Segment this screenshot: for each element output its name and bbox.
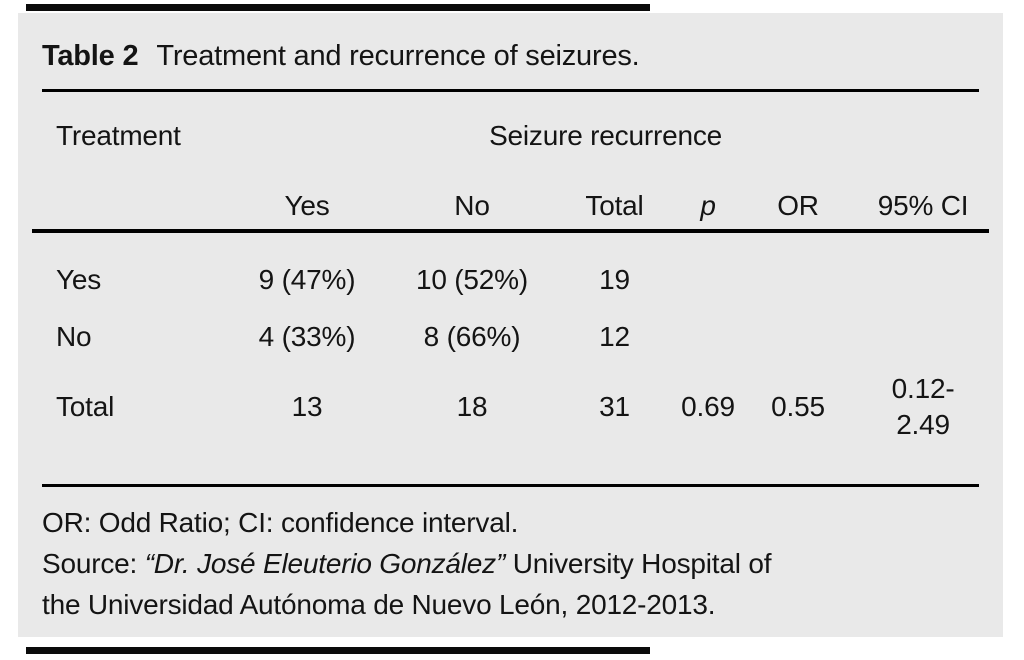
table-row-total: Total 13 18 31 0.69 0.55 0.12- 2.49 xyxy=(32,360,989,457)
cell-or: 0.55 xyxy=(771,391,825,422)
source-note: Source: “Dr. José Eleuterio González” Un… xyxy=(42,543,979,625)
cell-total: 12 xyxy=(599,321,630,352)
scan-artifact-bar-bottom xyxy=(26,647,650,654)
bottom-rule xyxy=(42,484,979,487)
source-hospital-name: “Dr. José Eleuterio González” xyxy=(144,548,506,579)
column-header-empty xyxy=(32,189,222,233)
cell-recurrence-yes: 9 (47%) xyxy=(258,264,356,295)
row-label: No xyxy=(56,321,92,352)
cell-total: 19 xyxy=(599,264,630,295)
row-label: Total xyxy=(56,391,115,422)
top-rule xyxy=(42,89,979,92)
cell-ci xyxy=(857,231,989,303)
source-suffix-line2: the Universidad Autónoma de Nuevo León, … xyxy=(42,589,716,620)
column-header-or: OR xyxy=(739,189,857,233)
row-label: Yes xyxy=(56,264,102,295)
cell-recurrence-no: 18 xyxy=(456,391,488,422)
group-header-row: Treatment Seizure recurrence xyxy=(32,92,989,189)
ci-range: 0.12- 2.49 xyxy=(857,371,989,443)
cell-recurrence-no: 8 (66%) xyxy=(423,321,521,352)
table-caption: Treatment and recurrence of seizures. xyxy=(156,40,640,72)
column-header-row: Yes No Total p OR 95% CI xyxy=(32,189,990,233)
ci-range-line2: 2.49 xyxy=(896,409,950,440)
table-panel: Table 2 Treatment and recurrence of seizu… xyxy=(18,13,1003,637)
cell-or xyxy=(739,303,857,360)
column-header-no: No xyxy=(392,189,552,233)
group-header-seizure-recurrence: Seizure recurrence xyxy=(489,120,723,151)
cell-p: 0.69 xyxy=(681,391,735,422)
cell-p xyxy=(677,231,739,303)
cell-recurrence-yes: 4 (33%) xyxy=(258,321,356,352)
cell-or xyxy=(739,231,857,303)
table-row-treatment-yes: Yes 9 (47%) 10 (52%) 19 xyxy=(32,231,989,303)
table-row-treatment-no: No 4 (33%) 8 (66%) 12 xyxy=(32,303,989,360)
cell-ci: 0.12- 2.49 xyxy=(857,360,989,457)
column-header-p: p xyxy=(677,189,739,233)
scan-artifact-bar-top xyxy=(26,4,650,11)
table-footnotes: OR: Odd Ratio; CI: confidence interval. … xyxy=(32,487,989,625)
source-suffix-line1: University Hospital of xyxy=(505,548,772,579)
source-prefix: Source: xyxy=(42,548,145,579)
table-title: Table 2 Treatment and recurrence of seizu… xyxy=(32,13,989,73)
cell-recurrence-yes: 13 xyxy=(291,391,323,422)
cell-total: 31 xyxy=(599,391,630,422)
column-header-total: Total xyxy=(552,189,677,233)
column-header-ci: 95% CI xyxy=(857,189,990,233)
column-header-treatment: Treatment xyxy=(56,120,181,151)
ci-range-line1: 0.12- xyxy=(891,373,955,404)
cell-ci xyxy=(857,303,989,360)
cell-recurrence-no: 10 (52%) xyxy=(415,264,528,295)
column-header-yes: Yes xyxy=(222,189,392,233)
p-value-label: p xyxy=(700,190,716,221)
seizure-recurrence-table: Treatment Seizure recurrence Yes No Tota… xyxy=(32,92,990,457)
cell-p xyxy=(677,303,739,360)
table-number-label: Table 2 xyxy=(42,40,139,72)
abbreviations-note: OR: Odd Ratio; CI: confidence interval. xyxy=(42,507,519,538)
